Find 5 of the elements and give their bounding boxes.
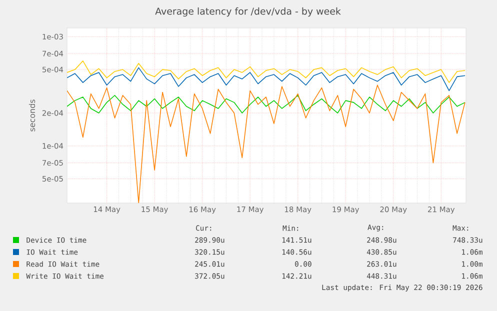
line-series bbox=[67, 67, 466, 92]
line-series bbox=[67, 60, 466, 83]
chart-title: Average latency for /dev/vda - by week bbox=[155, 7, 341, 17]
line-series bbox=[67, 94, 466, 114]
line-series bbox=[67, 84, 466, 204]
